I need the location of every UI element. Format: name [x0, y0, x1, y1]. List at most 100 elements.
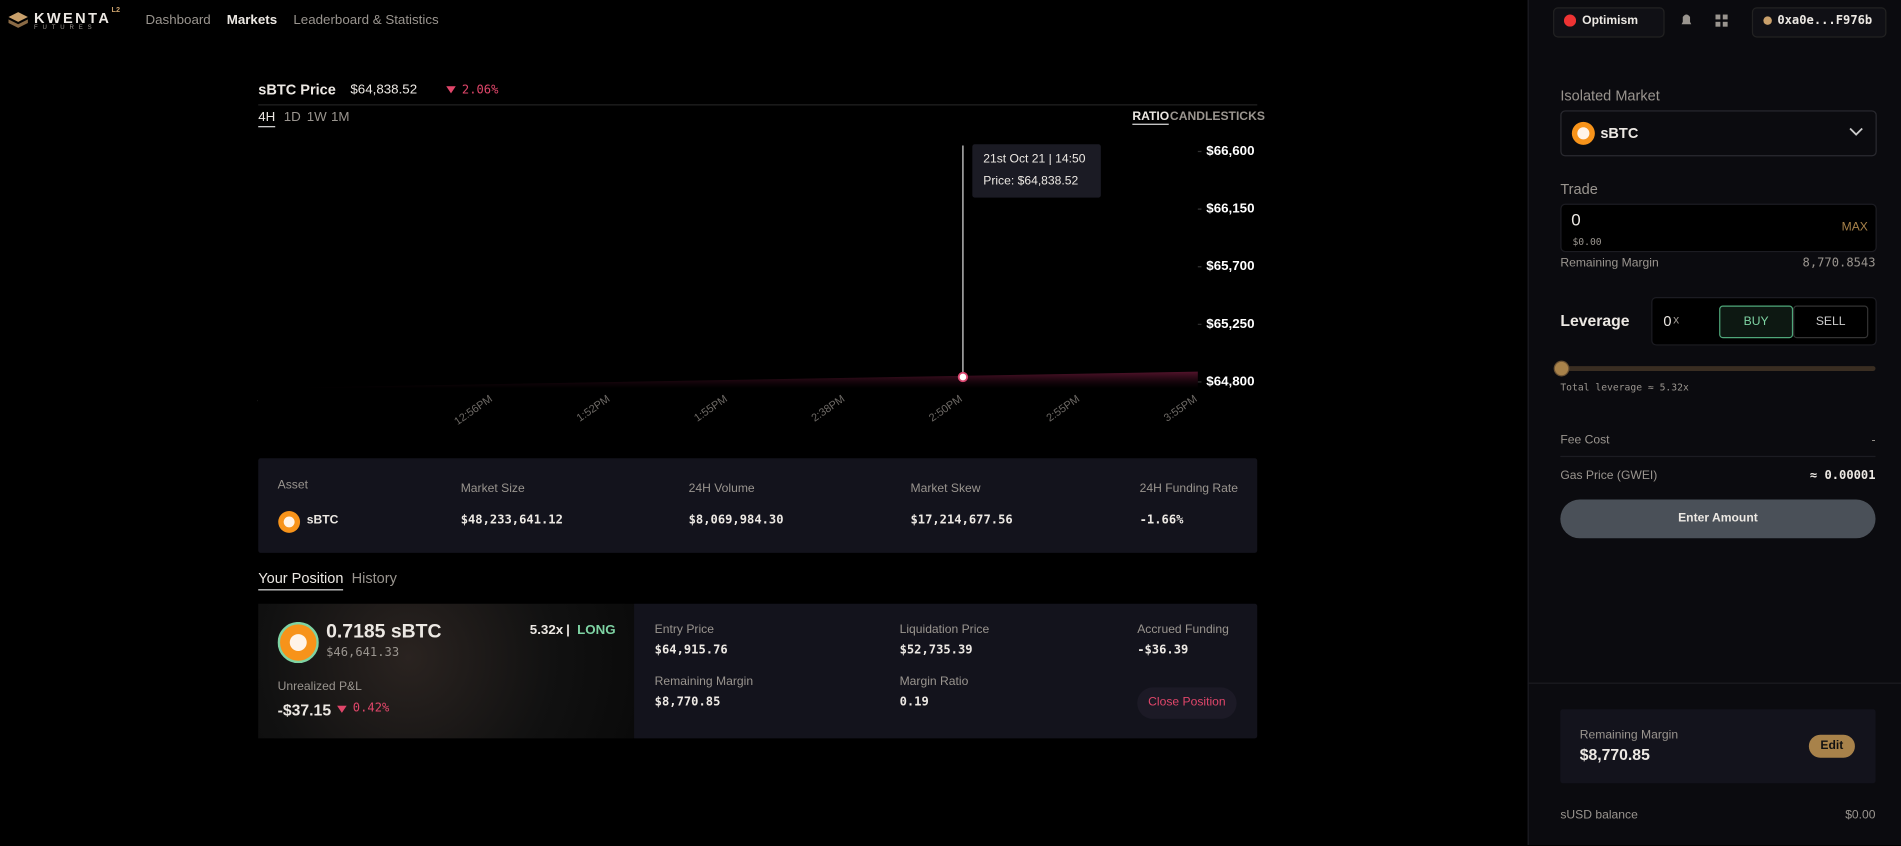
value: - — [1871, 434, 1876, 448]
stat-value: sBTC — [306, 514, 339, 528]
timeframe[interactable]: 1D — [283, 110, 301, 125]
stat-header: Market Size — [460, 482, 525, 496]
slider-track[interactable] — [1560, 366, 1876, 371]
market-change: 2.06% — [461, 83, 499, 97]
x-tick-label: 2:38PM — [810, 393, 848, 424]
position-notional: $46,641.33 — [326, 646, 400, 660]
pnl: -$37.15 — [277, 700, 332, 719]
down-arrow — [337, 705, 347, 713]
wallet-button[interactable] — [1751, 7, 1887, 38]
btc-icon — [277, 621, 319, 664]
pnl-pct: 0.42% — [352, 701, 390, 716]
market-select[interactable] — [1560, 110, 1877, 157]
value: -$36.39 — [1137, 643, 1189, 658]
label: Margin Ratio — [899, 675, 969, 689]
position-size: 0.7185 sBTC — [326, 621, 442, 643]
divider — [258, 104, 1258, 106]
chart-mode[interactable]: CANDLESTICKS — [1169, 110, 1265, 124]
leverage-value[interactable]: 0 — [1663, 312, 1672, 330]
buy-button[interactable]: BUY — [1719, 305, 1794, 339]
x-tick-label: 12:56PM — [452, 393, 495, 424]
network-icon — [1563, 14, 1577, 27]
value: 8,770.8543 — [1802, 257, 1876, 271]
divider — [1527, 682, 1901, 684]
label: Fee Cost — [1560, 434, 1610, 448]
position-leverage: 5.32x — [529, 623, 564, 638]
close-button[interactable]: Close Position — [1137, 687, 1237, 719]
y-tick-label: $65,250 — [1206, 316, 1254, 331]
hover-point — [957, 371, 969, 383]
nav-link[interactable]: Markets — [226, 13, 278, 28]
logo[interactable]: KWENTA — [33, 9, 112, 27]
stats-panel — [258, 458, 1258, 553]
label: sUSD balance — [1560, 808, 1638, 822]
y-tick-label: $64,800 — [1206, 373, 1254, 388]
stat-header: Asset — [277, 478, 308, 493]
logo-icon — [8, 12, 28, 28]
position-side: LONG — [577, 623, 616, 638]
label: Accrued Funding — [1137, 623, 1229, 637]
market-title: sBTC Price — [258, 81, 336, 99]
icons[interactable] — [1678, 12, 1739, 29]
label: Remaining Margin — [654, 675, 754, 689]
tooltip — [972, 144, 1101, 198]
tab[interactable]: Your Position — [258, 570, 344, 591]
sell-button[interactable]: SELL — [1793, 305, 1869, 339]
wallet: 0xa0e...F976b — [1777, 14, 1873, 28]
y-tick-label: $65,700 — [1206, 258, 1254, 273]
btc-icon — [278, 511, 301, 533]
tooltip-date: 21st Oct 21 | 14:50 — [983, 152, 1086, 167]
max-button[interactable]: MAX — [1841, 220, 1868, 234]
label: Entry Price — [654, 623, 714, 637]
timeframe[interactable]: 1W — [306, 110, 327, 125]
label: Liquidation Price — [899, 623, 990, 637]
value: $64,915.76 — [654, 643, 728, 658]
nav-link[interactable]: Leaderboard & Statistics — [293, 13, 439, 28]
tab[interactable]: History — [351, 569, 397, 587]
trade-value: 0 — [1571, 209, 1581, 230]
label: Unrealized P&L — [277, 680, 362, 694]
logo-sub: FUTURES — [33, 24, 97, 32]
stat-header: 24H Funding Rate — [1139, 482, 1239, 496]
value: $8,770.85 — [1579, 745, 1650, 764]
market: sBTC — [1600, 124, 1639, 142]
x-tick-label: 2:50PM — [927, 393, 965, 424]
edit-button[interactable]: Edit — [1808, 734, 1855, 758]
timeframe[interactable]: 4H — [258, 110, 276, 128]
slider-handle[interactable] — [1553, 360, 1570, 377]
stat-value: $17,214,677.56 — [910, 514, 1013, 528]
total-leverage: Total leverage ≈ 5.32x — [1560, 381, 1689, 393]
timeframe[interactable]: 1M — [330, 110, 350, 125]
value: $52,735.39 — [899, 643, 973, 658]
chart-mode[interactable]: RATIO — [1132, 110, 1170, 125]
stat-value: $8,069,984.30 — [688, 514, 784, 528]
down-arrow — [446, 86, 456, 94]
stat-value: -1.66% — [1139, 514, 1184, 528]
label: Trade — [1560, 180, 1598, 198]
value: $8,770.85 — [654, 695, 721, 710]
trade-input[interactable] — [1560, 203, 1877, 253]
nav-link[interactable]: Dashboard — [145, 13, 211, 28]
divider — [1560, 455, 1876, 458]
label: Isolated Market — [1560, 87, 1660, 105]
label: Gas Price (GWEI) — [1560, 469, 1658, 483]
stat-header: Market Skew — [910, 482, 981, 496]
network: Optimism — [1582, 14, 1639, 28]
separator: | — [566, 623, 570, 638]
x-tick-label: 3:55PM — [1162, 393, 1200, 424]
logo-badge: L2 — [111, 7, 121, 15]
value: ≈ 0.00001 — [1809, 469, 1876, 483]
market-price: $64,838.52 — [350, 82, 418, 97]
chevron — [1849, 127, 1863, 136]
label: Remaining Margin — [1579, 728, 1679, 742]
submit-button[interactable]: Enter Amount — [1560, 499, 1876, 539]
trade-usd: $0.00 — [1572, 236, 1602, 248]
leverage-unit: x — [1673, 314, 1680, 328]
x-tick-label: 12:09PM — [257, 393, 260, 424]
x-tick-label: 1:52PM — [575, 393, 613, 424]
y-tick-label: $66,600 — [1206, 143, 1254, 158]
label: Leverage — [1560, 311, 1630, 330]
price-chart: $64,800 $65,250 $65,700 $66,150 $66,600 12:09… — [257, 143, 1254, 424]
value: $0.00 — [1845, 808, 1876, 822]
